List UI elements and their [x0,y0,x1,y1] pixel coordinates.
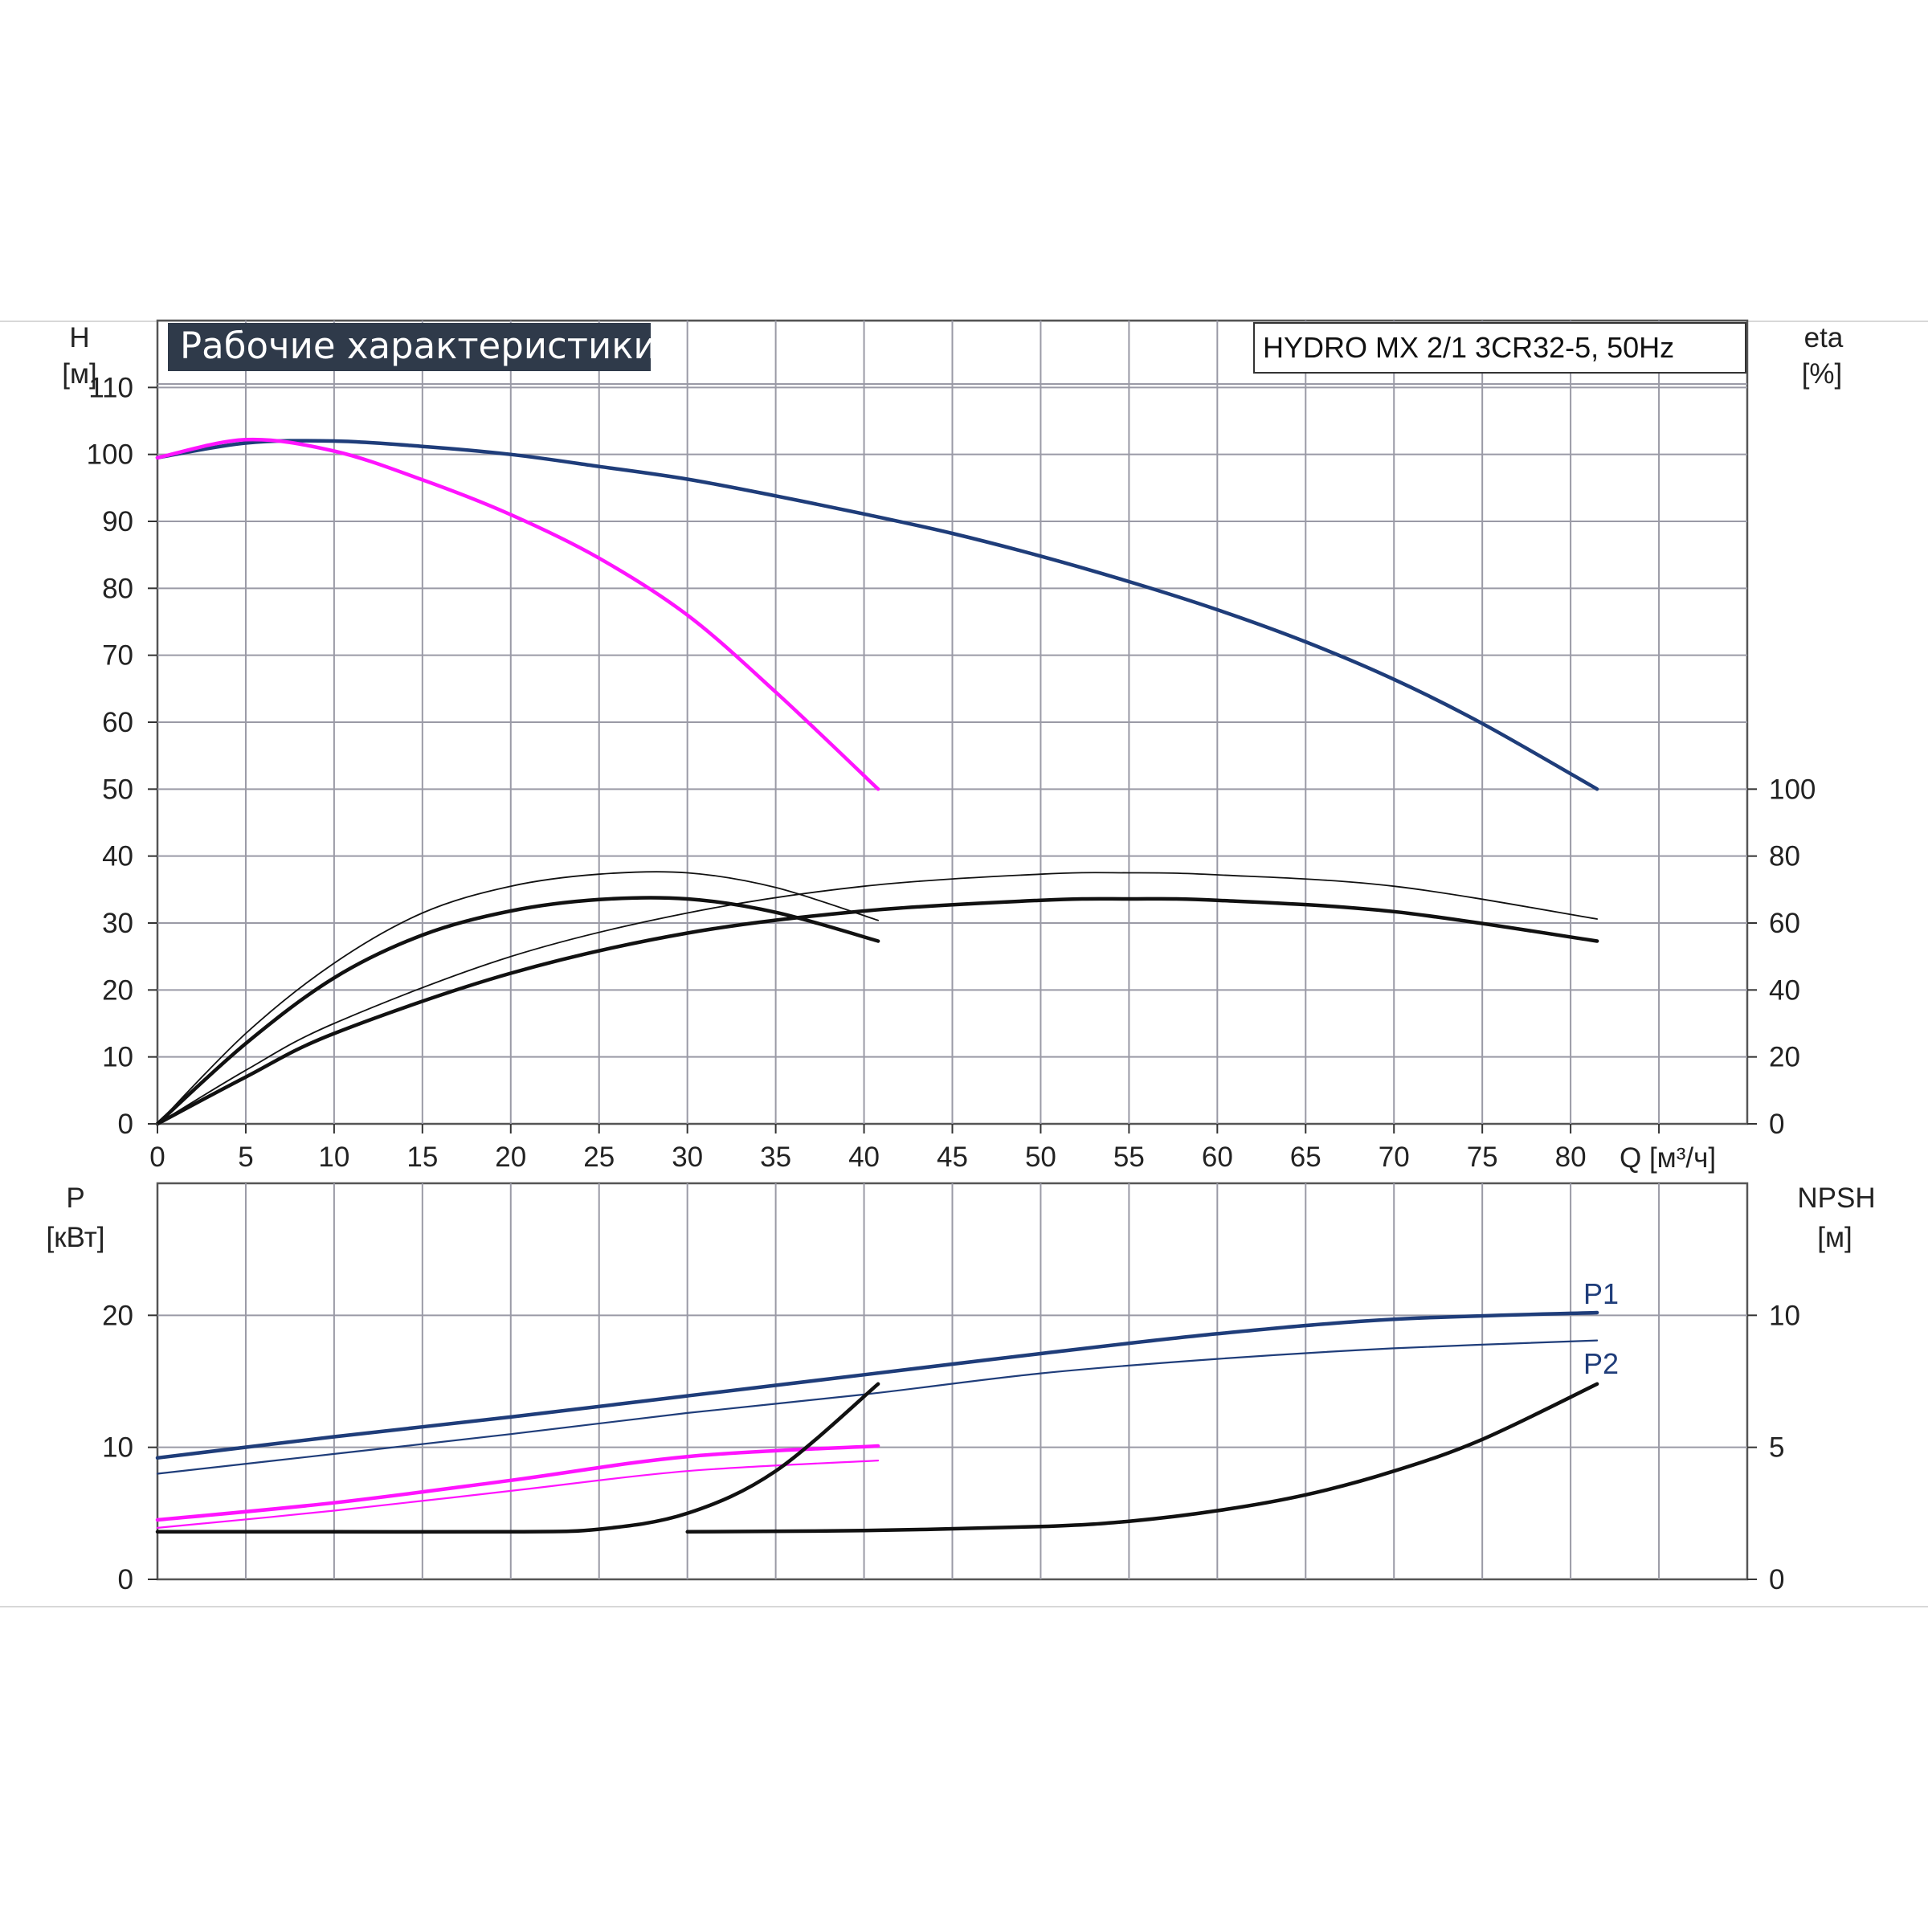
eta-axis-unit: [%] [1802,358,1843,390]
p2-label: P2 [1583,1347,1619,1380]
p-axis-unit: [кВт] [47,1222,105,1253]
q-tick-label: 20 [495,1142,526,1173]
npsh-axis-unit: [м] [1817,1222,1852,1253]
p-axis-label: P [66,1182,84,1214]
head-series-6-line [155,897,1599,1126]
head-series-5-line [157,872,1598,1125]
chart-title: Рабочие характеристики [180,325,657,367]
npsh-tick-label: 10 [1769,1300,1800,1331]
head-grid [156,319,1749,1125]
power-series-3-line [155,1444,880,1522]
h-tick-label: 30 [102,908,133,939]
power-series-6-line [685,1382,1599,1534]
q-tick-label: 65 [1290,1142,1321,1173]
q-tick-label: 30 [672,1142,703,1173]
h-tick-label: 70 [102,640,133,672]
model-label: HYDRO MX 2/1 3CR32-5, 50Hz [1263,331,1674,364]
q-tick-label: 70 [1379,1142,1410,1173]
npsh-tick-label: 5 [1769,1432,1784,1464]
head-series-2-line [155,437,880,791]
q-tick-label: 35 [760,1142,791,1173]
q-tick-label: 5 [238,1142,253,1173]
model-box [1253,322,1746,374]
eta-tick-label: 60 [1769,908,1800,939]
title-box [168,323,651,371]
eta-axis-label: eta [1804,322,1844,353]
h-tick-label: 0 [118,1109,133,1140]
h-tick-label: 110 [88,372,133,403]
h-tick-label: 90 [102,506,133,537]
power-tick-labels: 0 10 20 0 5 10 [102,1300,1800,1595]
h-tick-label: 10 [102,1042,133,1073]
head-series-4-line [155,896,880,1126]
p-tick-label: 10 [102,1432,133,1464]
h-tick-label: 100 [87,439,133,471]
q-tick-label: 50 [1025,1142,1056,1173]
head-series-1-line [155,439,1599,791]
power-grid [156,1182,1749,1581]
q-tick-label: 0 [149,1142,165,1173]
q-tick-label: 45 [937,1142,968,1173]
h-tick-label: 20 [102,974,133,1006]
q-tick-label: 80 [1555,1142,1587,1173]
q-tick-label: 75 [1467,1142,1498,1173]
power-series-p1-line [155,1310,1599,1460]
q-tick-label: 60 [1202,1142,1233,1173]
p1-label: P1 [1583,1277,1619,1310]
eta-tick-label: 20 [1769,1042,1800,1073]
p-tick-label: 0 [118,1564,133,1595]
q-tick-label: 40 [848,1142,880,1173]
q-axis-label: Q [м³/ч] [1620,1142,1716,1174]
h-axis-label: H [69,322,89,353]
h-tick-label: 80 [102,573,133,604]
npsh-axis-label: NPSH [1797,1182,1875,1214]
q-tick-label: 55 [1113,1142,1145,1173]
q-tick-label: 25 [583,1142,615,1173]
eta-tick-label: 40 [1769,974,1800,1006]
p-tick-label: 20 [102,1300,133,1331]
h-tick-label: 40 [102,841,133,872]
h-tick-label: 60 [102,707,133,738]
head-tick-labels: 0 10 20 30 40 50 60 70 80 90 100 110 0 20 40 60 80 100 0 5 1… [87,372,1816,1173]
eta-tick-label: 100 [1769,774,1816,805]
npsh-tick-label: 0 [1769,1564,1784,1595]
h-axis-unit: [м] [62,358,97,390]
h-tick-label: 50 [102,774,133,805]
q-tick-label: 15 [406,1142,438,1173]
eta-tick-label: 80 [1769,841,1800,872]
q-tick-label: 10 [318,1142,349,1173]
power-series-5-line [155,1382,880,1534]
power-series-4-line [156,1460,880,1529]
power-curves [155,1310,1599,1534]
eta-tick-label: 0 [1769,1109,1784,1140]
head-series-3-line [157,871,879,1125]
head-curves [155,437,1599,1126]
